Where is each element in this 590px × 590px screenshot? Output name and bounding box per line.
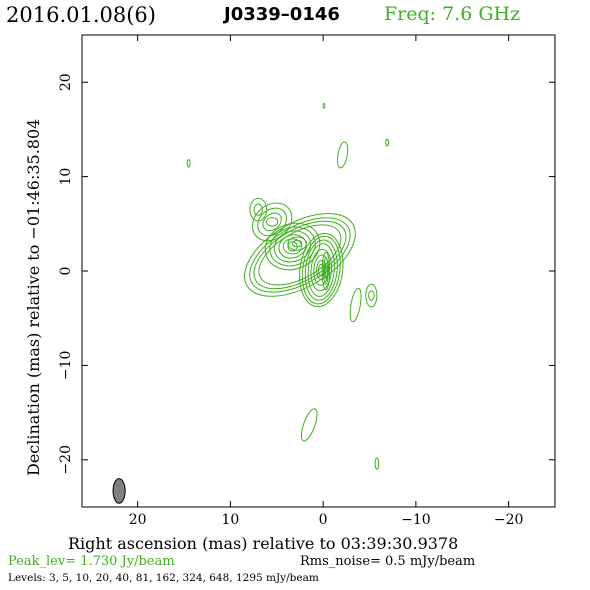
x-tick-label: 0: [319, 512, 328, 528]
rms-noise: Rms_noise= 0.5 mJy/beam: [300, 554, 476, 569]
frequency-label: Freq: 7.6 GHz: [384, 3, 521, 25]
y-axis-label: Declination (mas) relative to −01:46:35.…: [24, 118, 43, 476]
contour-jet-outer: [262, 212, 282, 232]
y-tick-label: 10: [58, 168, 74, 186]
contour-jet-outer: [251, 202, 293, 242]
contour-noise-4: [374, 457, 380, 470]
y-tick-label: −10: [58, 351, 74, 381]
contour-core: [310, 248, 333, 292]
contour-east-blob: [287, 236, 307, 251]
contour-feature-a: [349, 287, 362, 323]
contour-jet-tip: [249, 197, 268, 222]
contour-noise-2: [322, 102, 326, 109]
observation-date: 2016.01.08(6): [6, 3, 156, 27]
contour-core: [304, 239, 338, 301]
contour-core: [307, 243, 335, 297]
contour-noise-3: [385, 138, 390, 147]
contour-core: [299, 232, 344, 308]
contour-jet-outer: [266, 217, 279, 227]
source-name: J0339–0146: [224, 4, 340, 25]
contour-noise-1: [186, 159, 191, 168]
x-axis-label: Right ascension (mas) relative to 03:39:…: [68, 534, 459, 553]
contour-envelope: [253, 220, 347, 290]
x-tick-label: −10: [401, 512, 431, 528]
contour-levels: Levels: 3, 5, 10, 20, 40, 81, 162, 324, …: [8, 572, 319, 584]
y-tick-label: 20: [58, 73, 74, 91]
contour-west-blob: [365, 283, 378, 308]
contour-jet-tip: [253, 203, 263, 216]
contour-core: [301, 235, 341, 305]
contour-jet-outer: [257, 207, 288, 237]
y-tick-label: 0: [58, 267, 74, 276]
contour-jet-mid: [282, 238, 303, 255]
x-tick-label: 10: [221, 512, 239, 528]
x-tick-label: −20: [494, 512, 524, 528]
contour-west-blob: [368, 290, 375, 301]
contour-feature-c: [300, 408, 318, 442]
x-tick-label: 20: [129, 512, 147, 528]
y-tick-label: −20: [58, 445, 74, 475]
contour-feature-b: [337, 141, 349, 169]
contour-east-blob: [292, 239, 303, 248]
peak-level: Peak_lev= 1.730 Jy/beam: [8, 554, 175, 569]
contour-jet-mid: [273, 230, 312, 263]
contour-core-edge: [323, 257, 329, 285]
beam-ellipse: [112, 478, 126, 504]
contour-jet-mid: [269, 226, 316, 267]
contour-envelope: [249, 217, 351, 293]
